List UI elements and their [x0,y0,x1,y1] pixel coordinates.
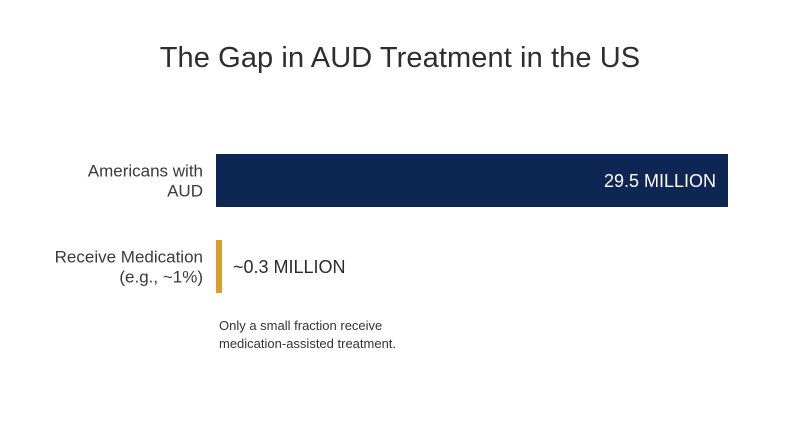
category-label-0: Americans with AUD [88,162,203,201]
chart-annotation: Only a small fraction receive medication… [219,318,397,351]
bar-0 [216,154,728,207]
chart-title: The Gap in AUD Treatment in the US [159,42,641,74]
category-label-1: Receive Medication (e.g., ~1%) [55,248,203,287]
bar-1 [216,240,222,293]
value-label-0: 29.5 MILLION [604,171,716,191]
value-label-1: ~0.3 MILLION [233,257,346,277]
